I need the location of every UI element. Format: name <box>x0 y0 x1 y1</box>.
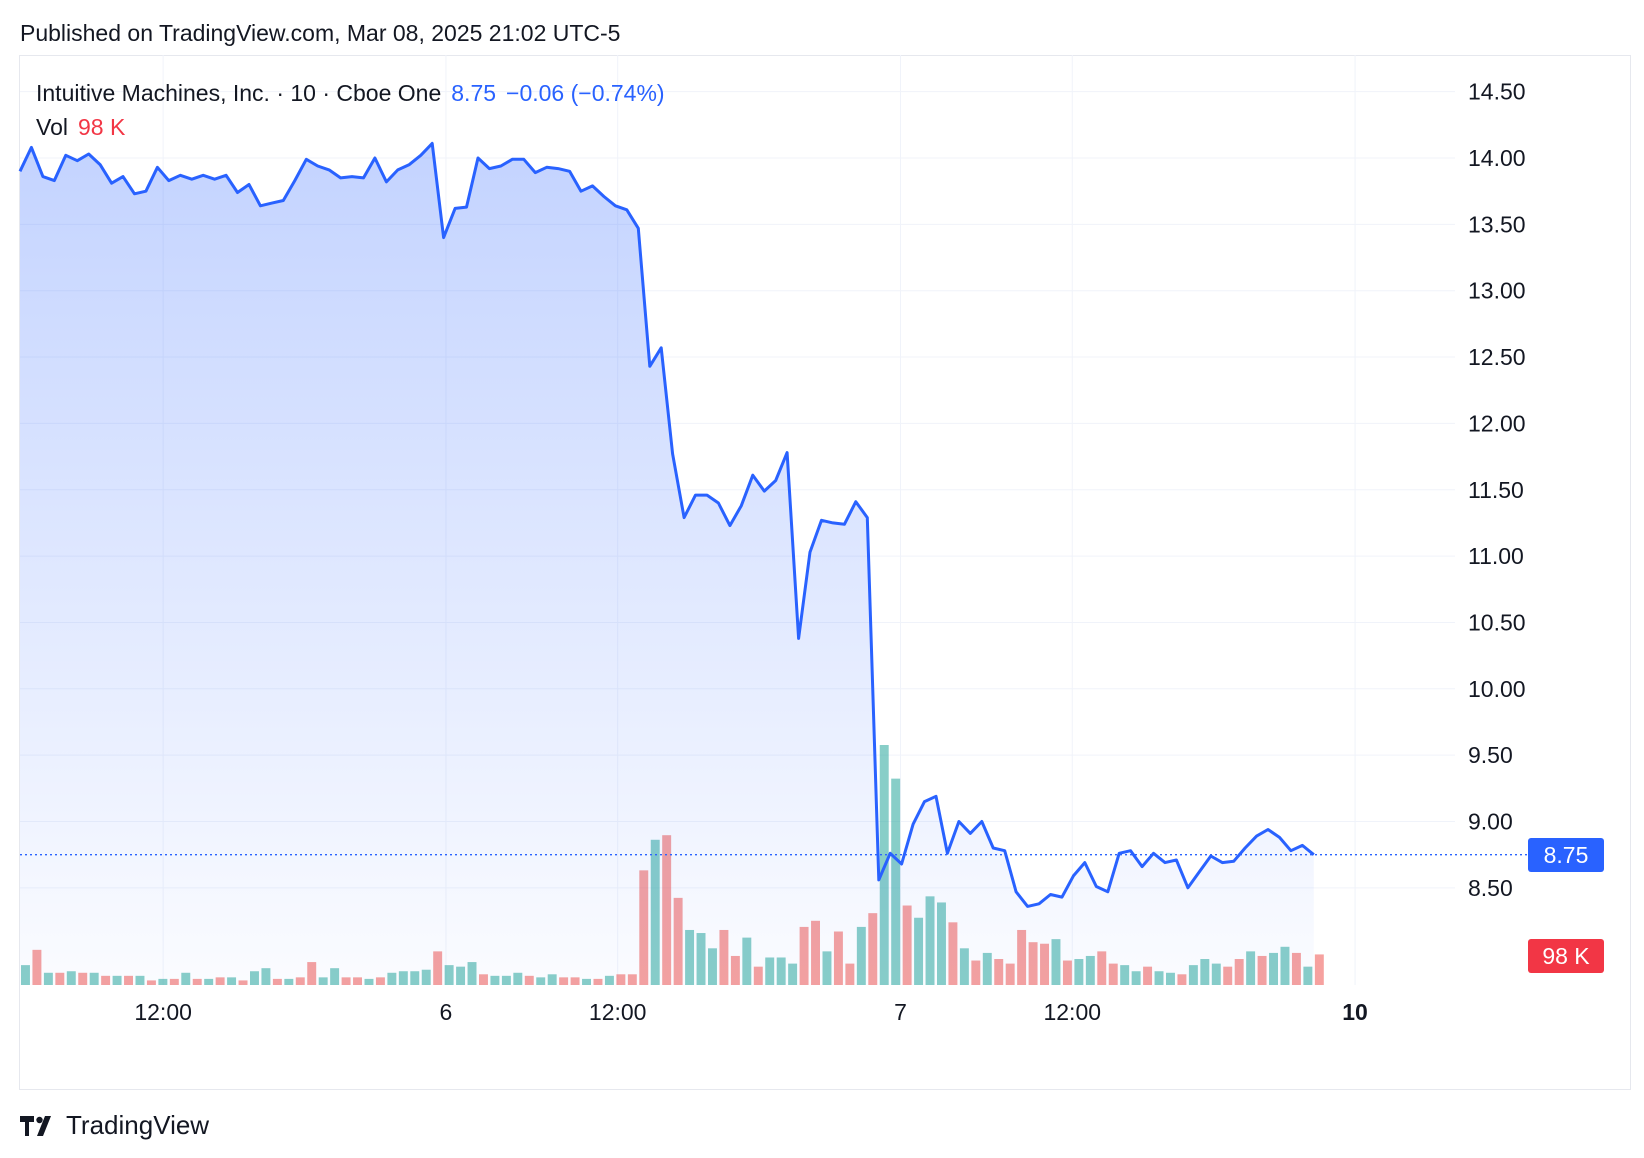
symbol-title[interactable]: Intuitive Machines, Inc. · 10 · Cboe One <box>36 80 442 106</box>
price-tick-label: 12.00 <box>1468 410 1526 436</box>
price-tick-label: 10.50 <box>1468 609 1526 635</box>
legend-change: −0.06 (−0.74%) <box>506 80 665 106</box>
price-tick-label: 11.00 <box>1468 543 1524 569</box>
price-area <box>20 143 1314 985</box>
legend-price: 8.75 <box>451 80 497 106</box>
footer: TradingView <box>20 1110 209 1141</box>
price-axis[interactable]: 14.50 14.00 13.50 13.00 12.50 12.00 11.50 11.00… <box>1468 79 1526 901</box>
price-tick-label: 8.50 <box>1468 875 1513 901</box>
time-tick-label: 7 <box>894 999 907 1025</box>
volume-bar <box>1314 954 1324 985</box>
legend-symbol-row: Intuitive Machines, Inc. · 10 · Cboe One… <box>36 76 665 110</box>
volume-badge: 98 K <box>1528 939 1604 973</box>
price-badge: 8.75 <box>1528 837 1604 872</box>
volume-label[interactable]: Vol <box>36 114 68 140</box>
time-tick-label: 12:00 <box>134 999 192 1025</box>
chart-frame <box>19 55 1631 1090</box>
time-tick-label: 10 <box>1342 999 1368 1025</box>
tradingview-logo-icon[interactable] <box>20 1114 58 1138</box>
time-tick-label: 12:00 <box>1043 999 1101 1025</box>
price-line <box>18 141 1315 908</box>
price-tick-label: 12.50 <box>1468 344 1526 370</box>
price-tick-label: 13.50 <box>1468 211 1526 237</box>
price-tick-label: 14.00 <box>1468 145 1526 171</box>
price-tick-label: 11.50 <box>1468 477 1524 503</box>
price-tick-label: 10.00 <box>1468 676 1526 702</box>
published-info: Published on TradingView.com, Mar 08, 20… <box>20 20 621 46</box>
time-tick-label: 12:00 <box>589 999 647 1025</box>
price-tick-label: 13.00 <box>1468 278 1526 304</box>
legend-volume-row: Vol 98 K <box>36 110 665 144</box>
price-tick-label: 9.50 <box>1468 742 1513 768</box>
chart-legend: Intuitive Machines, Inc. · 10 · Cboe One… <box>36 76 665 144</box>
time-axis[interactable]: 12:00 6 12:00 7 12:00 10 <box>134 999 1368 1025</box>
volume-value: 98 K <box>77 114 126 140</box>
price-tick-label: 14.50 <box>1468 79 1526 105</box>
tradingview-brand[interactable]: TradingView <box>66 1110 210 1140</box>
time-tick-label: 6 <box>440 999 453 1025</box>
price-tick-label: 9.00 <box>1468 809 1513 835</box>
